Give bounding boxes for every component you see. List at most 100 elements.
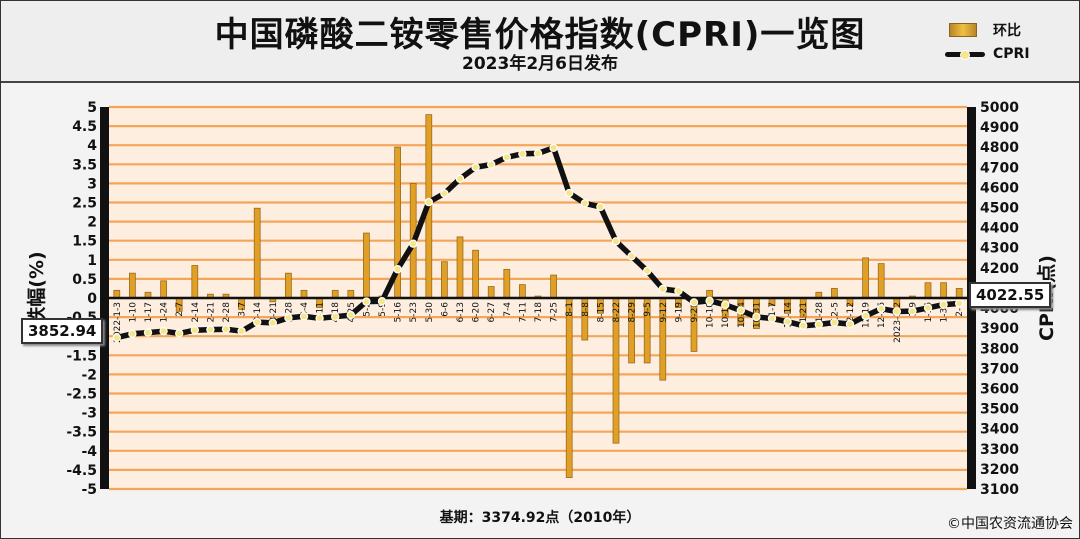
chart-subtitle: 2023年2月6日发布 <box>462 54 618 74</box>
cpri-point <box>362 297 371 306</box>
x-tick-label: 3-28 <box>284 302 294 323</box>
y-tick-label: 4 <box>87 138 97 154</box>
y-tick-label: -5 <box>81 482 97 498</box>
bar <box>191 265 199 299</box>
cpri-point <box>393 265 402 274</box>
bar <box>550 274 557 299</box>
cpri-point <box>533 149 543 158</box>
x-tick-label: 2023-1-2 <box>893 302 903 343</box>
cpri-point <box>830 318 839 327</box>
legend-item-line: CPRI <box>941 43 1071 65</box>
cpri-point <box>409 239 418 248</box>
cpri-point <box>377 297 387 306</box>
y2-tick-label: 4200 <box>980 261 1019 277</box>
cpri-point <box>767 314 777 323</box>
x-tick-label: 2-28 <box>222 302 232 323</box>
y2-tick-label: 4900 <box>980 120 1019 136</box>
y-tick-label: 0 <box>87 291 97 307</box>
y-tick-label: 0.5 <box>72 272 97 288</box>
bar <box>253 207 261 299</box>
cpri-point <box>237 326 246 336</box>
x-tick-label: 3-14 <box>253 302 263 323</box>
x-tick-label: 7-18 <box>534 302 544 323</box>
y2-tick-label: 4400 <box>980 221 1019 237</box>
copyright-note: ©中国农资流通协会 <box>947 516 1073 532</box>
cpri-point <box>440 189 449 198</box>
cpri-point <box>689 298 699 307</box>
bar <box>924 282 932 299</box>
base-period-note: 基期：3374.92点（2010年） <box>439 510 641 526</box>
x-tick-label: 4-4 <box>300 302 310 317</box>
x-tick-label: 6-27 <box>487 302 497 322</box>
cpri-point <box>112 333 122 342</box>
x-tick-label: 1-10 <box>128 302 138 323</box>
cpri-point <box>253 317 262 327</box>
x-tick-label: 5-2 <box>362 302 372 317</box>
y2-tick-label: 3700 <box>980 361 1019 377</box>
cpri-point <box>752 312 761 322</box>
x-tick-label: 1-24 <box>160 302 170 323</box>
first-value-callout: 3852.94 <box>21 318 104 344</box>
cpri-point <box>939 300 948 309</box>
legend-bar-swatch <box>949 23 977 37</box>
y2-tick-label: 4300 <box>980 241 1019 257</box>
y-tick-label: 2 <box>87 215 97 231</box>
cpri-point <box>923 303 933 313</box>
y2-tick-label: 3200 <box>980 462 1019 478</box>
x-tick-label: 5-9 <box>378 302 388 317</box>
x-tick-label: 6-6 <box>440 302 450 317</box>
y2-tick-label: 3600 <box>980 381 1019 397</box>
x-tick-label: 8-8 <box>581 302 591 317</box>
x-tick-label: 2-6 <box>955 302 965 317</box>
cpri-point <box>174 329 184 338</box>
x-tick-label: 1-30 <box>940 302 950 323</box>
cpri-point <box>892 307 902 316</box>
x-tick-label: 11-7 <box>768 302 778 322</box>
x-tick-label: 4-11 <box>316 302 326 322</box>
y2-tick-label: 3100 <box>980 482 1019 498</box>
cpri-point <box>128 329 137 338</box>
x-tick-label: 11-21 <box>799 302 809 328</box>
cpri-point <box>658 284 668 294</box>
cpri-point <box>596 202 605 212</box>
y2-tick-label: 4800 <box>980 140 1019 156</box>
x-tick-label: 9-12 <box>659 302 669 322</box>
bar <box>831 288 838 299</box>
x-tick-label: 8-22 <box>612 302 622 322</box>
cpri-point <box>549 143 558 153</box>
cpri-point <box>580 199 590 208</box>
legend-line-label: CPRI <box>993 46 1030 62</box>
y-tick-label: -1.5 <box>66 348 97 364</box>
left-axis-bar <box>100 107 109 489</box>
bar <box>160 280 167 299</box>
y2-tick-label: 3400 <box>980 422 1019 438</box>
y-tick-label: 3 <box>87 176 97 192</box>
x-tick-label: 8-29 <box>628 302 638 323</box>
y-tick-label: -2.5 <box>66 387 97 403</box>
cpri-point <box>346 310 355 320</box>
x-tick-label: 6-13 <box>456 302 466 322</box>
cpri-point <box>674 286 683 296</box>
cpri-point <box>627 251 636 261</box>
x-tick-label: 9-19 <box>674 302 684 323</box>
x-tick-label: 11-28 <box>815 302 825 328</box>
bar <box>955 288 963 299</box>
x-tick-label: 4-18 <box>331 302 341 323</box>
bar <box>363 232 370 299</box>
x-tick-label: 11-14 <box>784 302 794 328</box>
bar <box>565 297 573 478</box>
bar <box>519 284 526 299</box>
y2-tick-label: 3300 <box>980 442 1019 458</box>
y2-tick-label: 5000 <box>980 100 1019 116</box>
y-tick-label: 1 <box>87 253 97 269</box>
y-tick-label: -3 <box>81 406 97 422</box>
chart-plot: 2022-1-3 1-10 1-17 1-24 2-7 2-14 2-21 2-28 3-7 3-… <box>25 100 1058 498</box>
legend-line-marker <box>960 50 970 60</box>
x-tick-label: 9-26 <box>690 302 700 323</box>
cpri-point <box>143 328 153 337</box>
cpri-point <box>518 149 527 159</box>
x-tick-label: 5-16 <box>394 302 404 323</box>
x-tick-label: 10-24 <box>737 302 747 328</box>
bar <box>472 249 479 299</box>
